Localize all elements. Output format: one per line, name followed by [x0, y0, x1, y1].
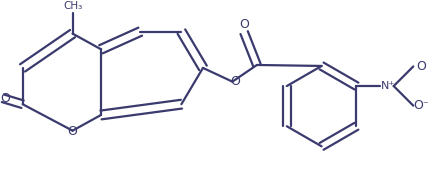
- Text: CH₃: CH₃: [63, 1, 82, 11]
- Text: O: O: [0, 92, 10, 105]
- Text: O: O: [416, 60, 426, 73]
- Text: O: O: [239, 18, 249, 31]
- Text: O⁻: O⁻: [413, 99, 428, 112]
- Text: O: O: [230, 75, 240, 88]
- Text: N⁺: N⁺: [380, 81, 395, 91]
- Text: O: O: [68, 125, 77, 138]
